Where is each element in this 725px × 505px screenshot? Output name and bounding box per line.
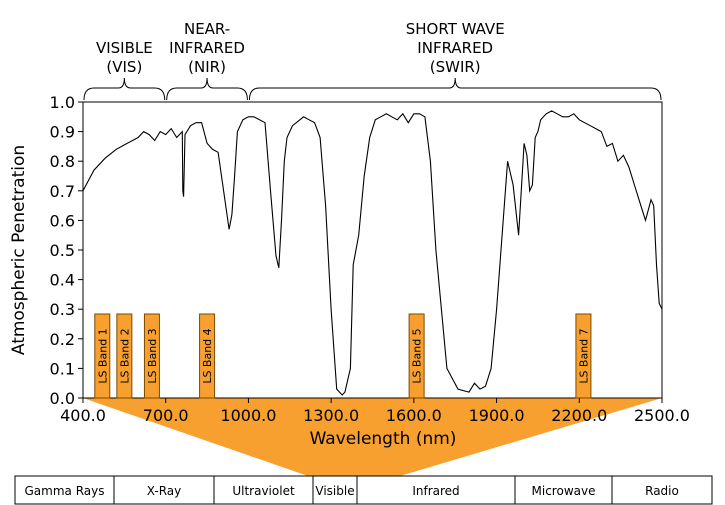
x-tick-label: 1000.0 [220, 406, 276, 425]
y-tick-label: 0.4 [50, 271, 75, 290]
y-tick-label: 0.8 [50, 152, 75, 171]
region-braces: VISIBLE(VIS)NEAR-INFRARED(NIR)SHORT WAVE… [83, 20, 662, 101]
x-axis-label: Wavelength (nm) [310, 429, 457, 449]
x-axis: 400.0 700.0 1000.0 1300.0 1600.0 1900.0 2200.0… [60, 398, 690, 425]
band-label: LS Band 7 [577, 328, 590, 383]
x-tick-label: 700.0 [143, 406, 189, 425]
spectrum-cell [514, 475, 613, 505]
band-layer: LS Band 1 LS Band 2 LS Band 3 LS Band 4 LS B… [94, 313, 592, 399]
region-label: (SWIR) [430, 58, 481, 76]
region-label: SHORT WAVE [406, 20, 505, 38]
band-bar-5 [408, 313, 425, 399]
y-tick-label: 0.0 [50, 389, 75, 408]
spectrum-label: Visible [315, 484, 354, 498]
band-bar-1 [94, 313, 111, 399]
penetration-line [82, 110, 663, 396]
spectrum-cell [14, 475, 115, 505]
spectrum-cell [213, 475, 314, 505]
y-tick-label: 0.6 [50, 211, 75, 230]
region-label: VISIBLE [96, 39, 153, 57]
x-tick-label: 1600.0 [386, 406, 442, 425]
x-tick-label: 2200.0 [551, 406, 607, 425]
y-axis: 0.0 0.1 0.2 0.3 0.4 0.5 0.6 0.7 0.8 0.9 1.0 [50, 93, 83, 408]
region-label: (NIR) [188, 58, 226, 76]
spectrum-cell [611, 475, 713, 505]
band-bar-2 [116, 313, 133, 399]
band-bar-3 [143, 313, 160, 399]
x-tick-label: 1300.0 [303, 406, 359, 425]
region-brace [83, 77, 166, 101]
electromagnetic-spectrum-bar: Gamma Rays X-Ray Ultraviolet Visible Infrare… [14, 475, 713, 505]
spectrum-zoom-funnel [83, 398, 662, 476]
y-tick-label: 0.3 [50, 300, 75, 319]
y-tick-label: 0.2 [50, 330, 75, 349]
region-brace [166, 77, 248, 101]
band-bar-4 [199, 313, 216, 399]
spectrum-cell [113, 475, 215, 505]
x-tick-label: 400.0 [60, 406, 106, 425]
region-label: (VIS) [106, 58, 142, 76]
band-label: LS Band 1 [96, 328, 109, 383]
plot-area [82, 101, 663, 399]
region-label: NEAR- [184, 20, 230, 38]
y-tick-label: 0.7 [50, 182, 75, 201]
spectrum-cell [356, 475, 516, 505]
y-tick-label: 0.5 [50, 241, 75, 260]
y-axis-label: Atmospheric Penetration [9, 145, 29, 355]
band-label: LS Band 2 [118, 328, 131, 383]
spectrum-cell [312, 475, 358, 505]
x-tick-label: 1900.0 [469, 406, 525, 425]
y-tick-label: 1.0 [50, 93, 75, 112]
region-label: INFRARED [169, 39, 245, 57]
region-brace [248, 77, 662, 101]
spectrum-label: Ultraviolet [232, 484, 295, 498]
band-bar-6 [575, 313, 592, 399]
spectrum-label: Microwave [532, 484, 596, 498]
spectrum-label: Infrared [412, 484, 459, 498]
y-tick-label: 0.1 [50, 359, 75, 378]
band-label: LS Band 3 [146, 328, 159, 383]
spectrum-label: Radio [645, 484, 679, 498]
band-label: LS Band 5 [411, 328, 424, 383]
y-tick-label: 0.9 [50, 123, 75, 142]
spectrum-label: Gamma Rays [25, 484, 105, 498]
region-label: INFRARED [417, 39, 493, 57]
x-tick-label: 2500.0 [634, 406, 690, 425]
band-label: LS Band 4 [201, 328, 214, 383]
spectrum-label: X-Ray [147, 484, 181, 498]
